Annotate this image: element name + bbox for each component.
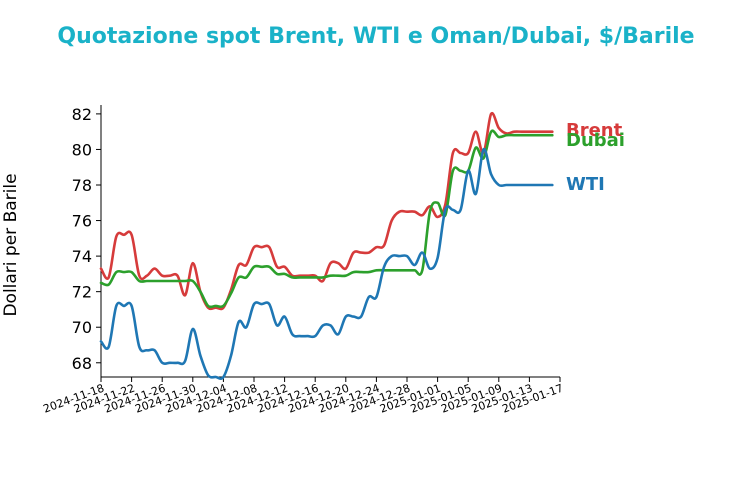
series-line-dubai: [99, 129, 554, 309]
y-tick-label: 74: [72, 247, 92, 266]
y-tick-label: 80: [72, 140, 92, 159]
y-axis-label: Dollari per Barile: [1, 173, 21, 316]
y-tick-label: 82: [72, 105, 92, 124]
y-tick-label: 76: [72, 212, 92, 231]
chart-title: Quotazione spot Brent, WTI e Oman/Dubai,…: [57, 24, 695, 49]
series-label-wti: WTI: [566, 174, 605, 195]
series-label-brent: Brent: [566, 120, 623, 141]
y-tick-label: 68: [72, 354, 92, 373]
series-label-dubai: Dubai: [566, 130, 625, 151]
y-tick-label: 70: [72, 318, 92, 337]
y-tick-label: 72: [72, 283, 92, 302]
y-tick-label: 78: [72, 176, 92, 195]
series-line-wti: [99, 148, 554, 380]
series-line-brent: [99, 111, 554, 311]
